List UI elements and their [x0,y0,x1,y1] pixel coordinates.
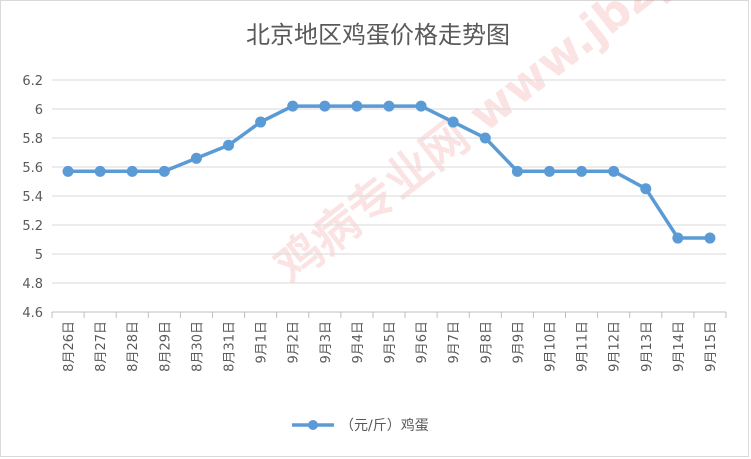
data-point [672,232,684,244]
y-axis-ticks: 4.6 4.8 5 5.2 5.4 5.6 5.8 6 6.2 [22,74,43,321]
y-tick-label: 5.6 [22,161,43,176]
y-tick-label: 6 [35,103,43,118]
data-point [383,100,395,112]
data-point [62,165,74,177]
x-tick-label: 8月27日 [94,321,109,372]
x-tick-label: 9月6日 [415,321,430,364]
data-point [190,152,202,164]
data-point [223,139,235,151]
x-tick-label: 9月1日 [255,321,270,364]
data-point [287,100,299,112]
data-point [608,165,620,177]
x-tick-label: 9月10日 [543,321,558,372]
y-tick-label: 5.2 [22,219,43,234]
legend: （元/斤）鸡蛋 [292,417,429,434]
y-tick-label: 4.6 [22,306,43,321]
data-point [447,116,459,128]
data-point [640,183,652,195]
legend-label: （元/斤）鸡蛋 [340,417,429,434]
data-point [704,232,716,244]
series-eggs [62,100,716,244]
y-tick-label: 5 [35,248,43,263]
x-tick-label: 9月2日 [287,321,302,364]
data-point [319,100,331,112]
y-tick-label: 5.4 [22,190,43,205]
chart-title: 北京地区鸡蛋价格走势图 [246,21,510,49]
data-point [543,165,555,177]
data-point [415,100,427,112]
data-point [511,165,523,177]
x-tick-label: 9月9日 [511,321,526,364]
data-point [158,165,170,177]
x-tick-label: 9月13日 [640,321,655,372]
x-tick-label: 9月14日 [672,321,687,372]
x-tick-label: 8月31日 [223,321,238,372]
data-point [479,132,491,144]
y-tick-label: 4.8 [22,277,43,292]
x-tick-label: 9月7日 [447,321,462,364]
legend-marker [308,420,318,430]
x-tick-label: 8月26日 [62,321,77,372]
x-axis-ticks: 8月26日 8月27日 8月28日 8月29日 8月30日 8月31日 9月1日 9月2日 9月… [62,321,719,372]
data-point [94,165,106,177]
x-tick-label: 9月3日 [319,321,334,364]
data-point [351,100,363,112]
x-tick-label: 9月12日 [608,321,623,372]
x-tick-label: 9月15日 [704,321,719,372]
x-tick-label: 9月4日 [351,321,366,364]
x-tick-label: 8月30日 [190,321,205,372]
y-tick-label: 5.8 [22,132,43,147]
data-point [126,165,138,177]
x-tick-label: 9月5日 [383,321,398,364]
x-tick-label: 9月8日 [479,321,494,364]
x-tick-label: 8月28日 [126,321,141,372]
x-tick-label: 8月29日 [158,321,173,372]
x-axis [51,311,727,318]
x-tick-label: 9月11日 [576,321,591,372]
data-point [576,165,588,177]
data-point [255,116,267,128]
y-tick-label: 6.2 [22,74,43,89]
